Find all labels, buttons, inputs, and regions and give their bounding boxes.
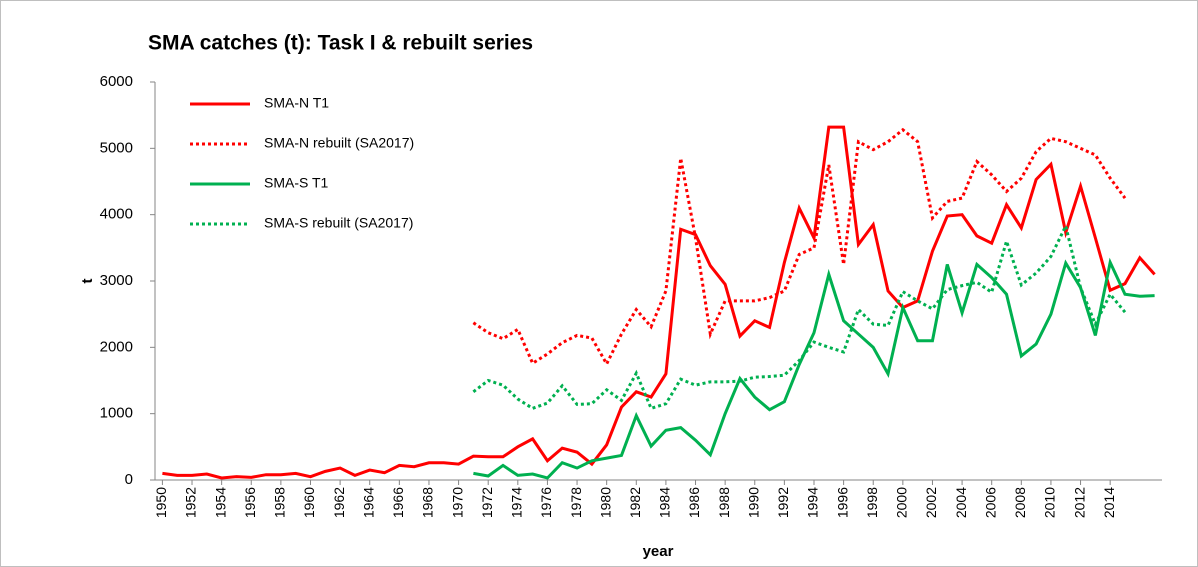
x-tick-label: 2012 — [1071, 487, 1087, 518]
x-tick-label: 1964 — [360, 487, 376, 518]
legend-label: SMA-N T1 — [264, 95, 329, 111]
x-tick-label: 1968 — [420, 487, 436, 518]
x-tick-label: 1982 — [627, 487, 643, 518]
x-tick-label: 1962 — [331, 487, 347, 518]
x-tick-label: 1956 — [242, 487, 258, 518]
y-tick-label: 5000 — [100, 139, 133, 156]
x-tick-label: 1952 — [183, 487, 199, 518]
chart-title: SMA catches (t): Task I & rebuilt series — [148, 32, 533, 55]
y-axis-label: t — [79, 279, 96, 284]
legend-label: SMA-S T1 — [264, 175, 329, 191]
x-tick-label: 1980 — [597, 487, 613, 518]
x-axis-label: year — [643, 543, 674, 560]
x-tick-label: 2006 — [982, 487, 998, 518]
x-tick-label: 1986 — [686, 487, 702, 518]
y-tick-label: 6000 — [100, 73, 133, 90]
x-tick-label: 2008 — [1012, 487, 1028, 518]
x-tick-label: 2002 — [923, 487, 939, 518]
y-tick-label: 0 — [125, 471, 133, 488]
legend-label: SMA-N rebuilt (SA2017) — [264, 135, 414, 151]
x-tick-label: 1990 — [745, 487, 761, 518]
x-tick-label: 2014 — [1101, 487, 1117, 518]
x-tick-label: 2000 — [894, 487, 910, 518]
x-tick-label: 1954 — [212, 487, 228, 518]
x-tick-label: 1970 — [449, 487, 465, 518]
x-tick-label: 1992 — [775, 487, 791, 518]
x-tick-label: 1966 — [390, 487, 406, 518]
series-line — [472, 221, 1127, 411]
x-tick-label: 2010 — [1042, 487, 1058, 518]
x-tick-label: 1972 — [479, 487, 495, 518]
x-tick-label: 1994 — [805, 487, 821, 518]
x-tick-label: 1974 — [509, 487, 525, 518]
series-line — [473, 257, 1155, 480]
series-line — [472, 127, 1127, 368]
y-tick-label: 2000 — [100, 338, 133, 355]
x-tick-label: 1978 — [568, 487, 584, 518]
x-tick-label: 1960 — [301, 487, 317, 518]
y-tick-label: 4000 — [100, 206, 133, 223]
x-tick-label: 1984 — [657, 487, 673, 518]
x-tick-label: 2004 — [953, 487, 969, 518]
x-tick-label: 1996 — [834, 487, 850, 518]
x-tick-label: 1958 — [272, 487, 288, 518]
y-tick-label: 3000 — [100, 272, 133, 289]
y-tick-label: 1000 — [100, 405, 133, 422]
legend-label: SMA-S rebuilt (SA2017) — [264, 215, 413, 231]
x-tick-label: 1998 — [864, 487, 880, 518]
x-tick-label: 1950 — [153, 487, 169, 518]
x-tick-label: 1988 — [716, 487, 732, 518]
series-line — [162, 125, 1156, 480]
x-tick-label: 1976 — [538, 487, 554, 518]
